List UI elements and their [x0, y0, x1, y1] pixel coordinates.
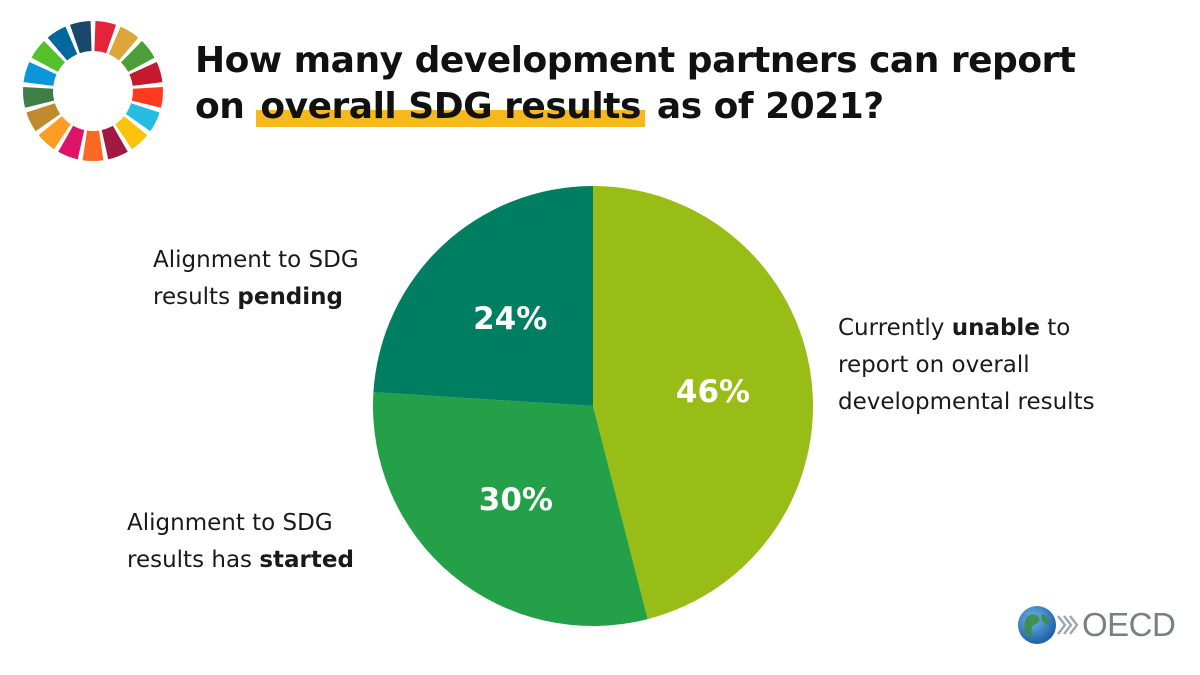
label-unable-bold: unable [951, 315, 1040, 341]
sdg-wheel-segment [101, 125, 128, 160]
sdg-wheel-segment [129, 62, 163, 86]
sdg-wheel-segment [120, 40, 155, 72]
sdg-wheel-segment [58, 125, 85, 160]
sdg-wheel-segment [23, 62, 57, 86]
sdg-wheel-segment [31, 40, 66, 72]
sdg-wheel-segment [38, 116, 71, 150]
sdg-wheel-icon [23, 21, 163, 162]
sdg-wheel-segment [125, 103, 160, 132]
label-started-text: Alignment to SDG results has [127, 510, 333, 573]
data-label-started: 30% [479, 482, 553, 518]
title-line1: How many development partners can report [195, 40, 1076, 81]
pie-slice-unable [593, 186, 814, 620]
sdg-wheel-segment [26, 103, 61, 132]
title-line2-post: as of 2021? [644, 86, 884, 127]
sdg-wheel-segment [82, 130, 104, 162]
page-title: How many development partners can report… [195, 38, 1185, 130]
title-highlight: overall SDG results [256, 86, 645, 127]
label-unable-text: Currently [838, 315, 952, 341]
sdg-wheel-segment [108, 26, 139, 61]
pie-slice-pending [373, 185, 593, 406]
category-label-pending: Alignment to SDG results pending [153, 242, 393, 316]
pie-slice-started [372, 392, 648, 627]
oecd-logo-text: OECD [1082, 606, 1176, 643]
label-pending-text: Alignment to SDG results [153, 247, 359, 310]
label-unable-text-post: to report on overall developmental resul… [838, 315, 1095, 415]
data-label-unable: 46% [676, 374, 750, 410]
data-label-pending: 24% [473, 301, 547, 337]
oecd-globe-icon [1018, 606, 1079, 644]
sdg-wheel-segment [47, 26, 78, 61]
sdg-wheel-segment [131, 86, 163, 108]
title-line2-pre: on [195, 86, 257, 127]
category-label-unable: Currently unable to report on overall de… [838, 310, 1118, 421]
sdg-wheel-segment [115, 116, 148, 150]
sdg-wheel-segment [70, 21, 92, 54]
sdg-wheel-segment [23, 86, 55, 108]
label-started-bold: started [259, 547, 354, 573]
sdg-wheel-segment [94, 21, 116, 54]
category-label-started: Alignment to SDG results has started [127, 505, 387, 579]
label-pending-bold: pending [237, 284, 343, 310]
